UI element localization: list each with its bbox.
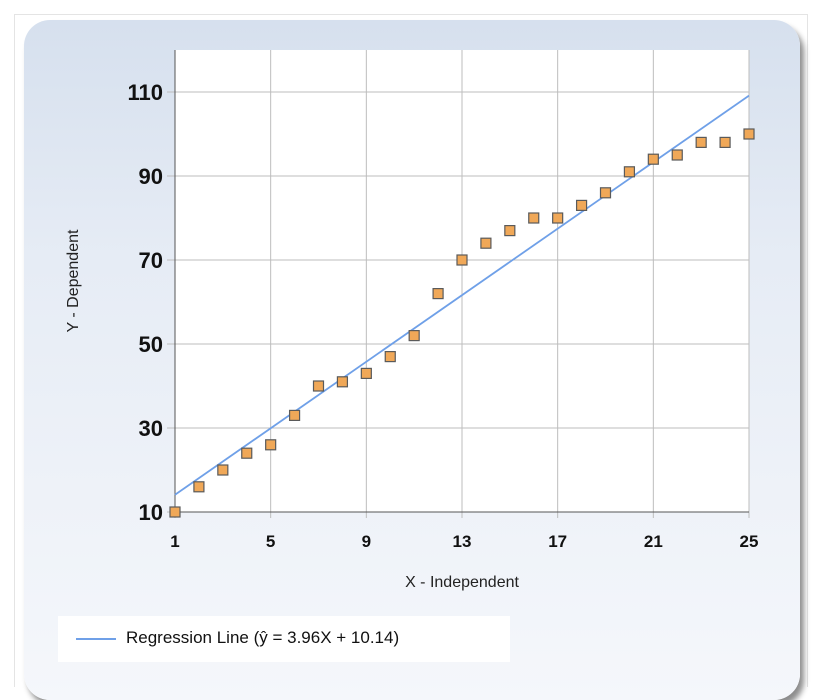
data-point xyxy=(408,330,420,342)
x-tick-label: 13 xyxy=(453,532,472,551)
y-tick-label: 110 xyxy=(128,80,164,105)
data-point xyxy=(528,212,540,224)
data-points xyxy=(169,128,755,518)
x-tick-label: 21 xyxy=(644,532,663,551)
grid xyxy=(167,50,750,518)
y-tick-label: 10 xyxy=(139,500,163,525)
data-point xyxy=(265,439,277,451)
data-point xyxy=(336,376,349,388)
data-point xyxy=(288,409,301,421)
data-point xyxy=(552,212,564,224)
x-axis-label: X - Independent xyxy=(405,574,519,591)
data-point xyxy=(360,367,372,379)
y-tick-label: 50 xyxy=(139,332,163,357)
data-point xyxy=(575,199,588,211)
x-tick-label: 5 xyxy=(266,532,275,551)
data-point xyxy=(193,481,205,493)
data-point xyxy=(432,288,444,300)
x-axis-ticks: 1 5 9 13 17 21 25 xyxy=(170,532,758,551)
y-tick-label: 70 xyxy=(139,248,163,273)
y-axis-ticks: 10 30 50 70 90 110 xyxy=(128,80,164,525)
x-tick-label: 17 xyxy=(548,532,567,551)
data-point xyxy=(241,447,253,459)
data-point xyxy=(647,153,659,165)
y-axis-label: Y - Dependent xyxy=(65,229,82,332)
y-tick-label: 30 xyxy=(139,416,163,441)
data-point xyxy=(384,351,396,363)
y-tick-label: 90 xyxy=(139,164,163,189)
legend-label: Regression Line (ŷ = 3.96X + 10.14) xyxy=(126,628,400,647)
data-point xyxy=(623,166,636,178)
x-tick-label: 1 xyxy=(170,532,179,551)
data-point xyxy=(480,237,492,249)
data-point xyxy=(169,506,181,518)
data-point xyxy=(599,187,612,199)
data-point xyxy=(743,128,755,140)
data-point xyxy=(312,380,325,392)
x-tick-label: 25 xyxy=(740,532,759,551)
data-point xyxy=(671,149,683,161)
legend-line-swatch xyxy=(76,638,116,640)
data-point xyxy=(217,464,229,476)
data-point xyxy=(695,136,707,148)
legend: Regression Line (ŷ = 3.96X + 10.14) xyxy=(58,616,510,662)
data-point xyxy=(456,254,468,266)
data-point xyxy=(504,225,516,237)
x-tick-label: 9 xyxy=(362,532,371,551)
data-point xyxy=(719,136,731,148)
